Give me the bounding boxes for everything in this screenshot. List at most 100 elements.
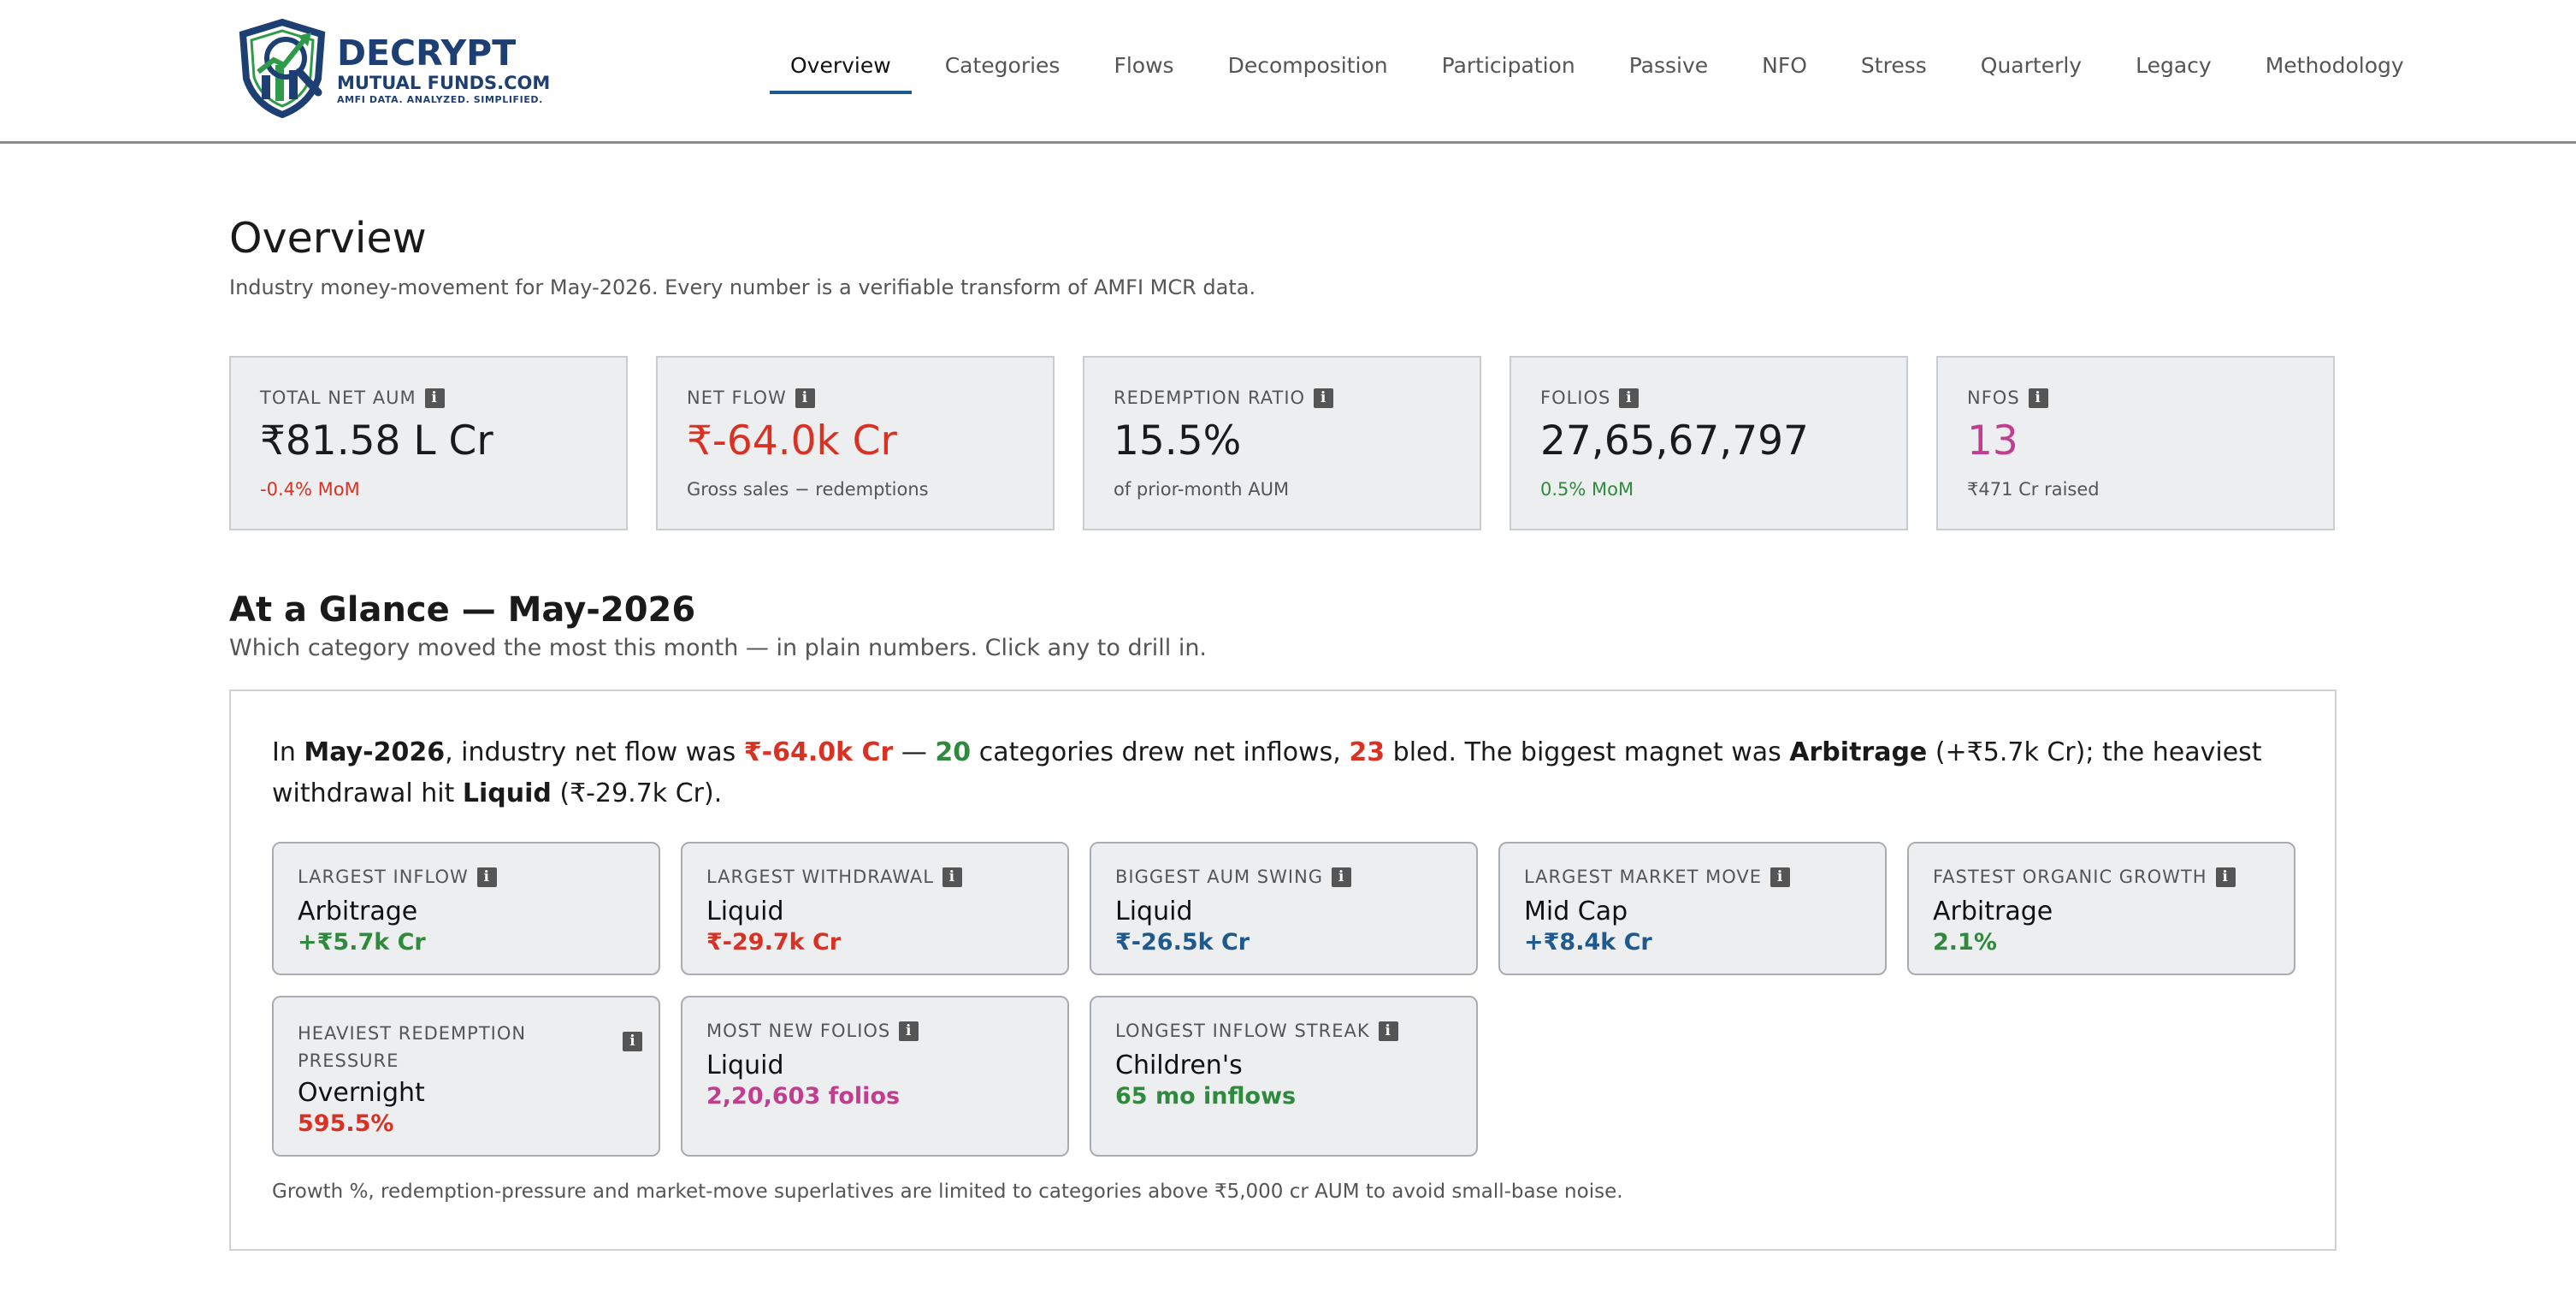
info-icon[interactable]: i [2028,388,2048,408]
kpi-note: Gross sales − redemptions [687,479,929,500]
glance-card-biggest-aum-swing[interactable]: BIGGEST AUM SWING i Liquid ₹-26.5k Cr [1090,842,1478,975]
summary-text: — [893,737,936,767]
glance-card-category: Liquid [706,897,784,926]
summary-text: (+₹5.7k Cr); the heaviest withdrawal hit [272,737,2262,808]
info-icon[interactable]: i [1314,388,1334,408]
summary-net-flow: ₹-64.0k Cr [743,737,894,767]
glance-card-category: Liquid [706,1051,784,1080]
kpi-note: 0.5% MoM [1540,479,1634,500]
logo-shield-icon [239,19,326,118]
glance-card-label: FASTEST ORGANIC GROWTH [1933,867,2207,887]
glance-card-label: MOST NEW FOLIOS [706,1021,891,1041]
kpi-card-folios: FOLIOS i 27,65,67,797 0.5% MoM [1510,356,1908,530]
nav-categories[interactable]: Categories [944,53,1061,78]
summary-inflow-count: 20 [935,737,972,767]
kpi-value: 15.5% [1114,417,1242,465]
nav-nfo[interactable]: NFO [1762,53,1807,78]
nav-decomposition[interactable]: Decomposition [1227,53,1388,78]
info-icon[interactable]: i [1619,388,1640,408]
page-title: Overview [229,214,427,263]
info-icon[interactable]: i [1378,1021,1398,1041]
glance-card-value: 2.1% [1933,929,1997,956]
info-icon[interactable]: i [1332,867,1352,887]
info-icon[interactable]: i [795,388,815,408]
info-icon[interactable]: i [424,388,445,408]
glance-card-most-new-folios[interactable]: MOST NEW FOLIOS i Liquid 2,20,603 folios [681,996,1069,1157]
glance-summary: In May-2026, industry net flow was ₹-64.… [272,732,2273,814]
kpi-label: NET FLOW [687,388,787,408]
glance-card-heaviest-redemption-pressure[interactable]: HEAVIEST REDEMPTION PRESSURE i Overnight… [272,996,660,1157]
glance-title: At a Glance — May-2026 [229,590,696,630]
glance-card-value: 65 mo inflows [1115,1083,1297,1110]
info-icon[interactable]: i [623,1032,642,1051]
summary-magnet: Arbitrage [1789,737,1928,767]
summary-month: May-2026 [304,737,446,767]
glance-card-longest-inflow-streak[interactable]: LONGEST INFLOW STREAK i Children's 65 mo … [1090,996,1478,1157]
summary-text: categories drew net inflows, [971,737,1350,767]
glance-card-largest-market-move[interactable]: LARGEST MARKET MOVE i Mid Cap +₹8.4k Cr [1498,842,1887,975]
info-icon[interactable]: i [1770,867,1791,887]
nav-overview[interactable]: Overview [770,38,912,94]
nav-methodology[interactable]: Methodology [2265,53,2404,78]
kpi-label: NFOS [1967,388,2020,408]
summary-text: bled. The biggest magnet was [1385,737,1790,767]
kpi-card-nfos: NFOS i 13 ₹471 Cr raised [1936,356,2335,530]
summary-text: , industry net flow was [445,737,744,767]
kpi-note: of prior-month AUM [1114,479,1290,500]
info-icon[interactable]: i [476,867,497,887]
glance-card-value: 2,20,603 folios [706,1083,901,1110]
info-icon[interactable]: i [2215,867,2236,887]
glance-card-label: LARGEST INFLOW [298,867,469,887]
site-logo[interactable]: DECRYPT MUTUAL FUNDS.COM AMFI DATA. ANAL… [233,17,550,120]
glance-card-label: LARGEST WITHDRAWAL [706,867,934,887]
summary-outflow-count: 23 [1349,737,1385,767]
glance-card-category: Liquid [1115,897,1193,926]
glance-card-value: 595.5% [298,1110,394,1137]
glance-card-value: +₹5.7k Cr [298,929,426,956]
glance-footnote: Growth %, redemption-pressure and market… [272,1181,1623,1203]
nav-flows[interactable]: Flows [1114,53,1174,78]
glance-card-largest-inflow[interactable]: LARGEST INFLOW i Arbitrage +₹5.7k Cr [272,842,660,975]
glance-card-value: +₹8.4k Cr [1524,929,1652,956]
glance-card-category: Arbitrage [1933,897,2053,926]
glance-card-label: BIGGEST AUM SWING [1115,867,1324,887]
kpi-value: ₹-64.0k Cr [687,417,897,465]
glance-card-largest-withdrawal[interactable]: LARGEST WITHDRAWAL i Liquid ₹-29.7k Cr [681,842,1069,975]
kpi-card-redemption-ratio: REDEMPTION RATIO i 15.5% of prior-month A… [1083,356,1481,530]
kpi-row: TOTAL NET AUM i ₹81.58 L Cr -0.4% MoM NET… [229,356,2337,530]
info-icon[interactable]: i [899,1021,919,1041]
nav-quarterly[interactable]: Quarterly [1980,53,2083,78]
glance-card-category: Overnight [298,1078,425,1108]
glance-panel: In May-2026, industry net flow was ₹-64.… [229,690,2337,1251]
glance-card-fastest-organic-growth[interactable]: FASTEST ORGANIC GROWTH i Arbitrage 2.1% [1907,842,2295,975]
glance-card-category: Mid Cap [1524,897,1628,926]
kpi-note: -0.4% MoM [260,479,360,500]
kpi-label: TOTAL NET AUM [260,388,417,408]
kpi-card-total-net-aum: TOTAL NET AUM i ₹81.58 L Cr -0.4% MoM [229,356,628,530]
kpi-value: 13 [1967,417,2018,465]
page-subtitle: Industry money-movement for May-2026. Ev… [229,275,1256,299]
nav-passive[interactable]: Passive [1628,53,1709,78]
kpi-note: ₹471 Cr raised [1967,479,2100,500]
kpi-value: ₹81.58 L Cr [260,417,493,465]
glance-card-value: ₹-26.5k Cr [1115,929,1250,956]
top-header: DECRYPT MUTUAL FUNDS.COM AMFI DATA. ANAL… [0,0,2576,144]
logo-name-line1: DECRYPT [337,33,517,74]
glance-card-label: HEAVIEST REDEMPTION PRESSURE [298,1023,527,1071]
glance-card-value: ₹-29.7k Cr [706,929,842,956]
kpi-label: REDEMPTION RATIO [1114,388,1306,408]
kpi-value: 27,65,67,797 [1540,417,1809,465]
nav-participation[interactable]: Participation [1441,53,1575,78]
nav-legacy[interactable]: Legacy [2136,53,2212,78]
glance-card-category: Children's [1115,1051,1243,1080]
summary-text: (₹-29.7k Cr). [551,778,723,808]
logo-name-line2: MUTUAL FUNDS.COM [337,73,551,93]
nav-stress[interactable]: Stress [1860,53,1927,78]
glance-card-label: LONGEST INFLOW STREAK [1115,1021,1370,1041]
summary-text: In [272,737,304,767]
kpi-label: FOLIOS [1540,388,1611,408]
info-icon[interactable]: i [942,867,962,887]
main-nav: Overview Categories Flows Decomposition … [770,38,2437,98]
logo-tagline: AMFI DATA. ANALYZED. SIMPLIFIED. [337,94,543,105]
glance-subtitle: Which category moved the most this month… [229,635,1208,661]
